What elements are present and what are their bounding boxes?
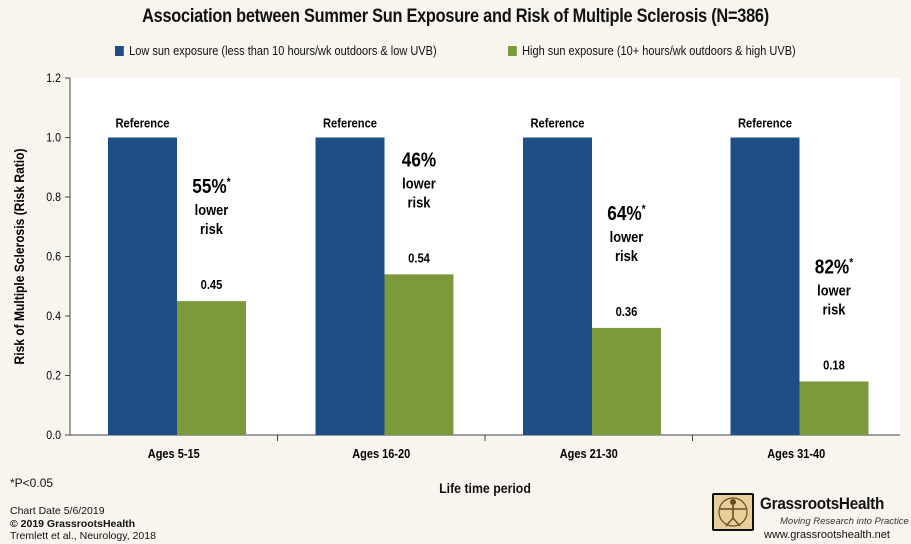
bar-low-sun	[523, 137, 592, 435]
bar-label-reference: Reference	[530, 116, 584, 131]
y-tick-label: 1.2	[46, 72, 61, 85]
copyright: © 2019 GrassrootsHealth	[10, 517, 136, 530]
chart-date: Chart Date 5/6/2019	[10, 505, 105, 517]
annotation-risk: risk	[200, 220, 223, 237]
annotation-percent: 64%*	[607, 202, 646, 225]
annotation-percent: 55%*	[192, 175, 231, 198]
bar-label-reference: Reference	[115, 116, 169, 131]
legend-swatch-low	[115, 46, 124, 56]
brand-tagline: Moving Research into Practice	[780, 516, 909, 527]
annotation-percent: 46%	[402, 148, 437, 171]
source-citation: Tremlett et al., Neurology, 2018	[10, 530, 156, 542]
legend-label-high: High sun exposure (10+ hours/wk outdoors…	[522, 44, 796, 58]
legend-item-high-sun: High sun exposure (10+ hours/wk outdoors…	[508, 44, 796, 58]
y-axis-title: Risk of Multiple Sclerosis (Risk Ratio)	[11, 149, 27, 365]
y-tick-label: 1.0	[46, 132, 61, 145]
x-tick-label: Ages 21-30	[560, 447, 618, 461]
annotation-risk: risk	[408, 193, 431, 210]
bar-value-label: 0.18	[823, 358, 845, 373]
x-axis-title: Life time period	[439, 480, 531, 496]
bar-value-label: 0.45	[201, 277, 223, 292]
annotation-lower: lower	[817, 282, 851, 299]
y-tick-label: 0.8	[46, 191, 61, 204]
x-tick-label: Ages 16-20	[352, 447, 410, 461]
bar-label-reference: Reference	[323, 116, 377, 131]
brand-name: GrassrootsHealth	[760, 494, 885, 513]
x-tick-label: Ages 31-40	[767, 447, 825, 461]
bar-label-reference: Reference	[738, 116, 792, 131]
bar-high-sun	[384, 274, 454, 435]
annotation-lower: lower	[610, 228, 644, 245]
bar-value-label: 0.54	[408, 251, 430, 266]
annotation-percent: 82%*	[815, 255, 854, 278]
legend-swatch-high	[508, 46, 517, 56]
bar-high-sun	[799, 381, 869, 435]
y-tick-label: 0.0	[46, 429, 61, 442]
bar-high-sun	[177, 301, 246, 435]
chart-title: Association between Summer Sun Exposure …	[142, 6, 769, 27]
annotation-risk: risk	[615, 247, 638, 264]
y-tick-label: 0.6	[46, 251, 61, 264]
y-tick-label: 0.4	[46, 310, 61, 323]
bar-high-sun	[592, 327, 661, 435]
bar-low-sun	[730, 137, 800, 435]
vitruvian-logo-icon	[712, 493, 754, 531]
credits-block: Chart Date 5/6/2019 © 2019 GrassrootsHea…	[10, 505, 156, 543]
y-tick-label: 0.2	[46, 370, 61, 383]
annotation-lower: lower	[402, 174, 436, 191]
x-tick-label: Ages 5-15	[148, 447, 200, 461]
bar-low-sun	[315, 137, 385, 435]
website-link[interactable]: www.grassrootshealth.net	[764, 529, 890, 541]
annotation-lower: lower	[195, 201, 229, 218]
bar-low-sun	[108, 137, 177, 435]
legend-label-low: Low sun exposure (less than 10 hours/wk …	[129, 44, 437, 58]
legend-item-low-sun: Low sun exposure (less than 10 hours/wk …	[115, 44, 437, 58]
bar-value-label: 0.36	[616, 304, 638, 319]
annotation-risk: risk	[823, 301, 846, 318]
significance-note: *P<0.05	[10, 476, 54, 490]
